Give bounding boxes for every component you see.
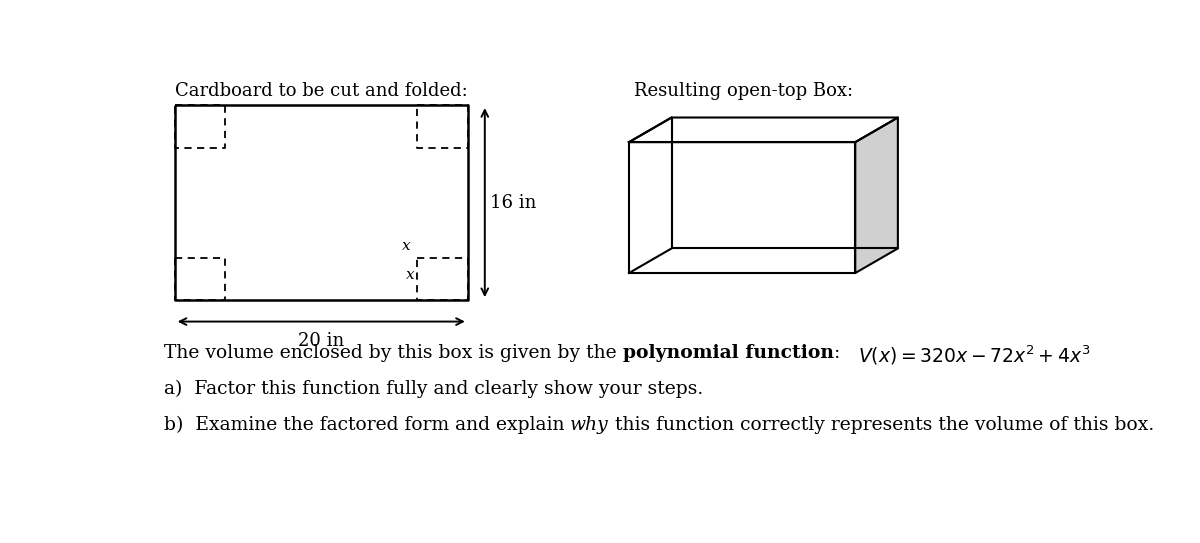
Polygon shape <box>629 117 898 142</box>
Text: x: x <box>407 268 415 282</box>
Text: :: : <box>834 344 858 362</box>
Polygon shape <box>629 142 856 273</box>
Text: $V(x) = 320x - 72x^2 + 4x^3$: $V(x) = 320x - 72x^2 + 4x^3$ <box>858 344 1091 368</box>
Text: 16 in: 16 in <box>491 194 536 212</box>
Text: 20 in: 20 in <box>298 332 344 350</box>
Text: b)  Examine the factored form and explain: b) Examine the factored form and explain <box>164 415 570 434</box>
Polygon shape <box>856 117 898 273</box>
Text: The volume enclosed by this box is given by the: The volume enclosed by this box is given… <box>164 344 623 362</box>
Text: a)  Factor this function fully and clearly show your steps.: a) Factor this function fully and clearl… <box>164 380 703 397</box>
Text: x: x <box>402 239 410 253</box>
Text: Cardboard to be cut and folded:: Cardboard to be cut and folded: <box>175 82 468 100</box>
Text: polynomial function: polynomial function <box>623 344 834 362</box>
Text: this function correctly represents the volume of this box.: this function correctly represents the v… <box>610 415 1154 433</box>
Text: why: why <box>570 415 610 433</box>
Text: Resulting open-top Box:: Resulting open-top Box: <box>635 82 853 100</box>
